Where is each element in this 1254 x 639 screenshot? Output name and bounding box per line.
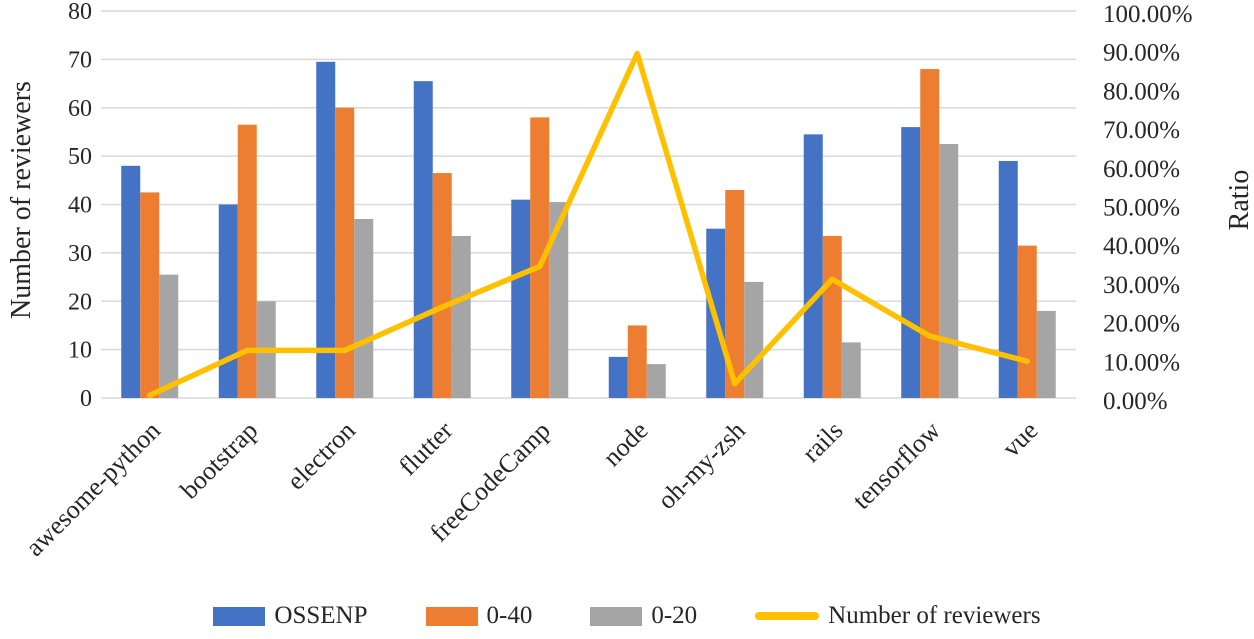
x-axis-label-bootstrap: bootstrap [175,416,264,505]
chart-plot-area: 0 10 20 30 40 50 60 70 80 0.00% 10.00% 20.00% 30.00%… [20,0,1193,562]
bar-ossenp [511,199,531,398]
right-axis-tick-label: 100.00% [1103,1,1193,28]
left-axis-tick-label: 80 [68,0,92,25]
bar-0-20 [354,219,374,398]
legend-label: 0-20 [651,602,698,629]
x-axis-label-node: node [597,416,653,472]
bar-0-40 [627,325,647,398]
bar-0-40 [140,192,160,398]
x-axis-label-flutter: flutter [393,415,459,481]
right-axis-tick-label: 10.00% [1103,349,1180,376]
bar-ossenp [608,356,628,398]
right-axis-tick-label: 0.00% [1103,388,1168,415]
legend-label: OSSENP [274,602,368,629]
x-axis-label-electron: electron [281,416,361,496]
right-axis-tick-label: 90.00% [1103,40,1180,67]
left-axis-tick-label: 40 [68,193,92,219]
left-axis-tick-label: 60 [68,96,92,122]
bar-ossenp [413,81,433,399]
right-axis-tick-label: 40.00% [1103,233,1180,260]
left-axis-tick-label: 70 [68,47,92,73]
bar-0-20 [159,274,179,398]
left-axis-tick-label: 50 [68,144,92,170]
legend-label: Number of reviewers [828,602,1041,629]
bar-0-40 [725,189,745,398]
right-axis-tick-label: 80.00% [1103,78,1180,105]
bar-0-40 [432,173,452,398]
chart-svg: 0 10 20 30 40 50 60 70 80 0.00% 10.00% 20.00% 30.00%… [20,0,1193,562]
legend-item-0-20: 0-20 [590,602,697,630]
legend-bar-swatch [590,606,643,626]
right-axis-tick-label: 70.00% [1103,117,1180,144]
bar-0-40 [920,69,940,399]
right-axis-tick-label: 30.00% [1103,272,1180,299]
x-axis-label-tensorflow: tensorflow [847,416,946,515]
bar-ossenp [218,204,238,398]
bar-0-20 [939,144,959,398]
bar-0-20 [1036,310,1056,398]
right-axis-tick-label: 50.00% [1103,195,1180,222]
right-axis-tick-label: 60.00% [1103,156,1180,183]
bar-0-20 [451,235,471,398]
bar-0-40 [822,235,842,398]
left-axis-tick-label: 10 [68,338,92,364]
chart-legend: OSSENP 0-40 0-20 Number of reviewers [0,602,1254,630]
bar-0-40 [1017,245,1037,398]
bar-ossenp [803,134,823,398]
bar-0-20 [841,342,861,398]
left-axis-tick-label: 0 [80,386,92,412]
right-axis-tick-label: 20.00% [1103,311,1180,338]
bar-0-40 [237,124,257,399]
legend-bar-swatch [425,606,478,626]
bar-ossenp [121,165,141,398]
bar-ossenp [901,127,921,398]
legend-item-number-of-reviewers: Number of reviewers [755,602,1041,630]
legend-bar-swatch [213,606,266,626]
bar-0-40 [335,107,355,398]
bar-0-40 [530,117,550,399]
x-axis-label-oh-my-zsh: oh-my-zsh [652,416,751,515]
left-axis-tick-label: 20 [68,289,92,315]
legend-item-0-40: 0-40 [425,602,533,630]
x-axis-label-awesome-python: awesome-python [20,416,166,562]
x-axis-label-rails: rails [796,416,848,468]
bar-0-20 [549,202,569,398]
x-axis-label-vue: vue [996,416,1043,463]
legend-label: 0-40 [486,602,533,629]
bar-ossenp [998,160,1018,398]
line-number-of-reviewers [147,50,1030,399]
bar-0-20 [744,281,764,398]
left-axis-tick-label: 30 [68,241,92,267]
legend-line-swatch [755,612,820,620]
legend-item-ossenp: OSSENP [213,602,368,630]
bar-ossenp [316,61,336,398]
bar-0-20 [646,364,666,398]
